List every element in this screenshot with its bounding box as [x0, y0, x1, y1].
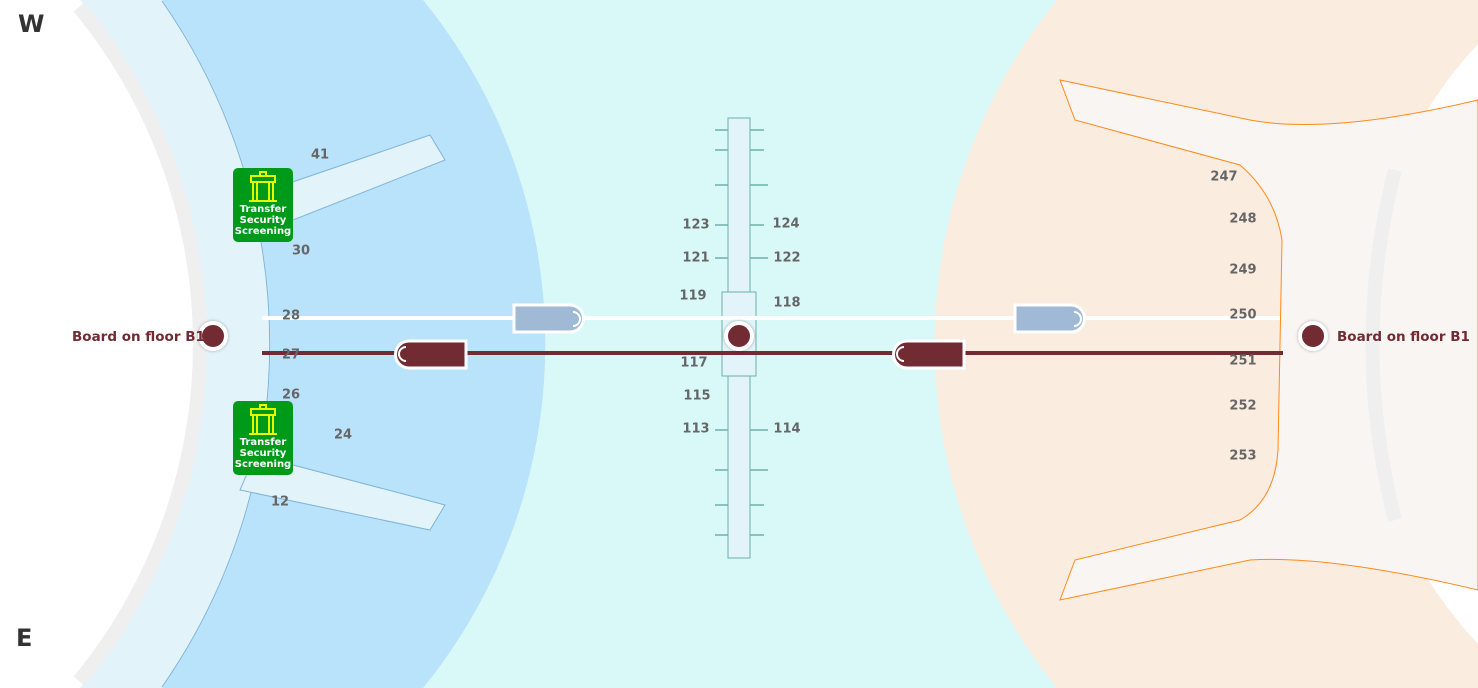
- gate-label[interactable]: 251: [1229, 353, 1257, 369]
- gate-label[interactable]: 121: [682, 250, 710, 266]
- gate-label[interactable]: 115: [683, 388, 711, 404]
- east-concourse: [1059, 79, 1478, 601]
- compass-west: W: [18, 10, 45, 38]
- security-label: Transfer Security Screening: [234, 204, 292, 237]
- gate-label[interactable]: 28: [281, 308, 301, 324]
- gate-label[interactable]: 118: [773, 295, 801, 311]
- security-screening-south[interactable]: Transfer Security Screening: [233, 401, 293, 475]
- gate-label[interactable]: 253: [1229, 448, 1257, 464]
- train-light-1[interactable]: [512, 303, 585, 334]
- gate-label[interactable]: 117: [680, 355, 708, 371]
- station-label-west: Board on floor B1: [72, 329, 205, 345]
- gate-label[interactable]: 122: [773, 250, 801, 266]
- security-gate-icon: [249, 404, 277, 435]
- gate-label[interactable]: 27: [281, 347, 301, 363]
- gate-label[interactable]: 248: [1229, 211, 1257, 227]
- security-screening-north[interactable]: Transfer Security Screening: [233, 168, 293, 242]
- train-dark-2[interactable]: [892, 339, 966, 370]
- station-pin-center[interactable]: [724, 321, 754, 351]
- east-walkway: [1365, 168, 1402, 522]
- center-pier-gates: [715, 129, 768, 536]
- security-gate-icon: [249, 171, 277, 202]
- gate-label[interactable]: 123: [682, 217, 710, 233]
- station-pin-east[interactable]: [1298, 321, 1328, 351]
- gate-label[interactable]: 247: [1210, 169, 1238, 185]
- train-dark-1[interactable]: [394, 339, 468, 370]
- gate-label[interactable]: 119: [679, 288, 707, 304]
- west-concourse-edge: [161, 0, 271, 688]
- gate-label[interactable]: 252: [1229, 398, 1257, 414]
- gate-label[interactable]: 12: [270, 494, 290, 510]
- train-light-2[interactable]: [1013, 303, 1086, 334]
- gate-label[interactable]: 114: [773, 421, 801, 437]
- gate-label[interactable]: 26: [281, 387, 301, 403]
- gate-label[interactable]: 113: [682, 421, 710, 437]
- security-label: Transfer Security Screening: [234, 437, 292, 470]
- station-pin-west[interactable]: [198, 321, 228, 351]
- station-label-east: Board on floor B1: [1337, 329, 1470, 345]
- gate-label[interactable]: 124: [772, 216, 800, 232]
- gate-label[interactable]: 41: [310, 147, 330, 163]
- gate-label[interactable]: 24: [333, 427, 353, 443]
- gate-label[interactable]: 249: [1229, 262, 1257, 278]
- gate-label[interactable]: 30: [291, 243, 311, 259]
- gate-label[interactable]: 250: [1229, 307, 1257, 323]
- west-landside-white: [0, 0, 206, 688]
- compass-east: E: [16, 624, 33, 652]
